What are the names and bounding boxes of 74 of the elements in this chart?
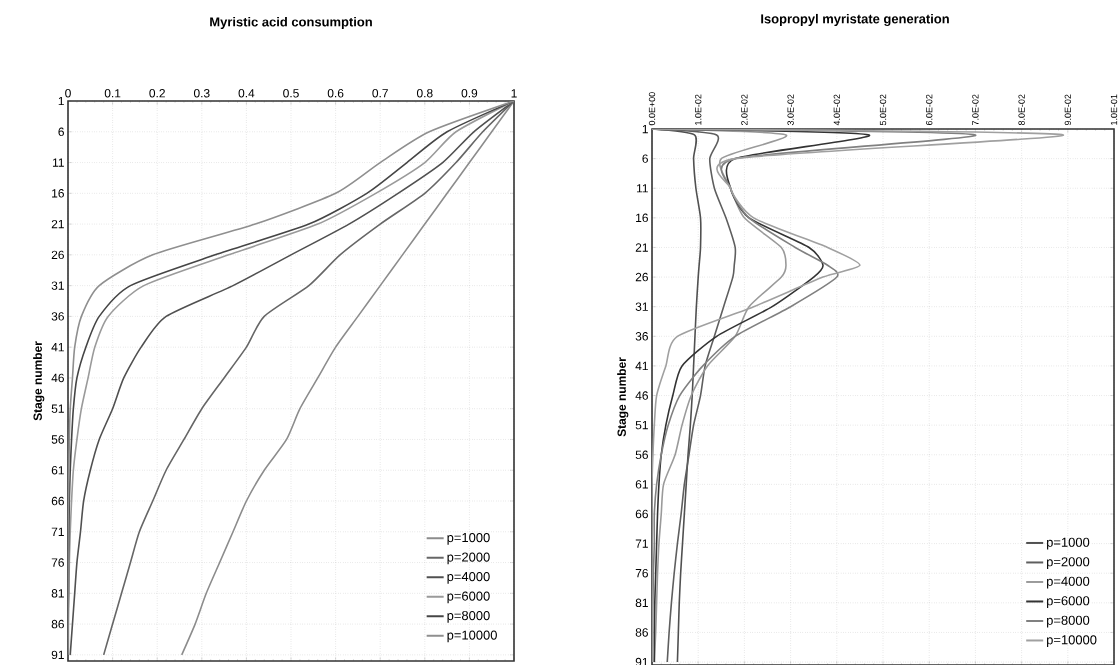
y-tick-label: 91 xyxy=(51,650,64,660)
y-tick-label: 41 xyxy=(635,361,648,371)
x-tick-label: 0.9 xyxy=(461,89,478,98)
x-tick-label: 0.2 xyxy=(149,89,165,98)
y-tick-label: 36 xyxy=(635,332,648,341)
legend-label: p=1000 xyxy=(447,532,490,545)
y-tick-label: 16 xyxy=(52,189,64,198)
y-tick-label: 36 xyxy=(51,312,64,321)
legend-label: p=10000 xyxy=(447,630,497,643)
y-tick-label: 61 xyxy=(635,480,648,489)
y-tick-label: 46 xyxy=(51,373,64,383)
chart-title: Myristic acid consumption xyxy=(210,16,372,30)
y-tick-label: 61 xyxy=(51,466,64,475)
y-tick-label: 16 xyxy=(636,213,648,223)
legend-label: p=10000 xyxy=(1047,635,1097,647)
x-tick-label: 5.0E-02 xyxy=(879,94,887,126)
legend-label: p=6000 xyxy=(1047,596,1090,608)
x-tick-label: 3.0E-02 xyxy=(787,94,794,126)
x-tick-label: 0 xyxy=(65,89,71,98)
y-tick-label: 76 xyxy=(51,558,64,567)
y-tick-label: 31 xyxy=(635,302,648,311)
y-tick-label: 71 xyxy=(635,539,648,548)
y-tick-label: 81 xyxy=(635,598,648,608)
x-tick-label: 0.5 xyxy=(283,89,299,98)
legend-label: p=6000 xyxy=(447,591,490,604)
legend-label: p=2000 xyxy=(1047,557,1090,569)
y-tick-label: 81 xyxy=(51,589,64,598)
x-tick-label: 2.0E-02 xyxy=(741,94,748,126)
y-tick-label: 46 xyxy=(635,391,648,400)
y-tick-label: 56 xyxy=(635,450,648,459)
legend-label: p=2000 xyxy=(447,552,490,565)
x-tick-label: 1.0E-01 xyxy=(1110,94,1118,125)
y-tick-label: 1 xyxy=(642,124,648,134)
x-tick-label: 6.0E-02 xyxy=(926,94,933,126)
x-tick-label: 8.0E-02 xyxy=(1018,94,1025,126)
x-tick-label: 0.7 xyxy=(372,89,388,98)
x-tick-label: 0.4 xyxy=(238,89,255,98)
y-tick-label: 11 xyxy=(52,158,64,167)
y-tick-label: 11 xyxy=(636,184,648,193)
x-tick-label: 0.3 xyxy=(193,89,210,98)
legend-label: p=4000 xyxy=(1047,576,1090,589)
y-tick-label: 41 xyxy=(51,343,64,352)
legend-label: p=8000 xyxy=(1047,615,1090,628)
y-tick-label: 71 xyxy=(51,527,64,536)
x-tick-label: 1.0E-02 xyxy=(695,94,702,125)
x-tick-label: 0.6 xyxy=(327,89,344,98)
legend-label: p=1000 xyxy=(1047,537,1090,550)
y-tick-label: 31 xyxy=(51,281,64,290)
y-tick-label: 66 xyxy=(635,509,648,519)
x-tick-label: 0.0E+00 xyxy=(648,92,656,126)
legend-label: p=4000 xyxy=(447,571,490,584)
y-tick-label: 51 xyxy=(51,404,64,413)
x-tick-label: 0.1 xyxy=(104,89,121,98)
y-tick-label: 26 xyxy=(635,272,648,282)
y-tick-label: 6 xyxy=(642,154,648,163)
x-tick-label: 4.0E-02 xyxy=(833,94,840,126)
x-tick-label: 9.0E-02 xyxy=(1064,94,1071,126)
y-tick-label: 26 xyxy=(51,250,64,260)
y-tick-label: 6 xyxy=(58,127,64,136)
x-tick-label: 0.8 xyxy=(416,89,433,98)
chart-title: Isopropyl myristate generation xyxy=(761,13,949,27)
y-tick-label: 21 xyxy=(635,243,648,252)
x-tick-label: 7.0E-02 xyxy=(972,94,979,126)
y-tick-label: 86 xyxy=(51,619,64,629)
y-axis-title: Stage number xyxy=(33,341,45,421)
y-tick-label: 56 xyxy=(51,435,64,444)
y-tick-label: 76 xyxy=(635,568,648,578)
y-axis-title: Stage number xyxy=(617,357,629,437)
y-tick-label: 86 xyxy=(635,628,648,637)
x-tick-label: 1 xyxy=(511,89,517,98)
legend-label: p=8000 xyxy=(447,610,490,623)
y-tick-label: 51 xyxy=(635,420,648,430)
y-tick-label: 66 xyxy=(51,496,64,506)
y-tick-label: 21 xyxy=(51,219,64,229)
